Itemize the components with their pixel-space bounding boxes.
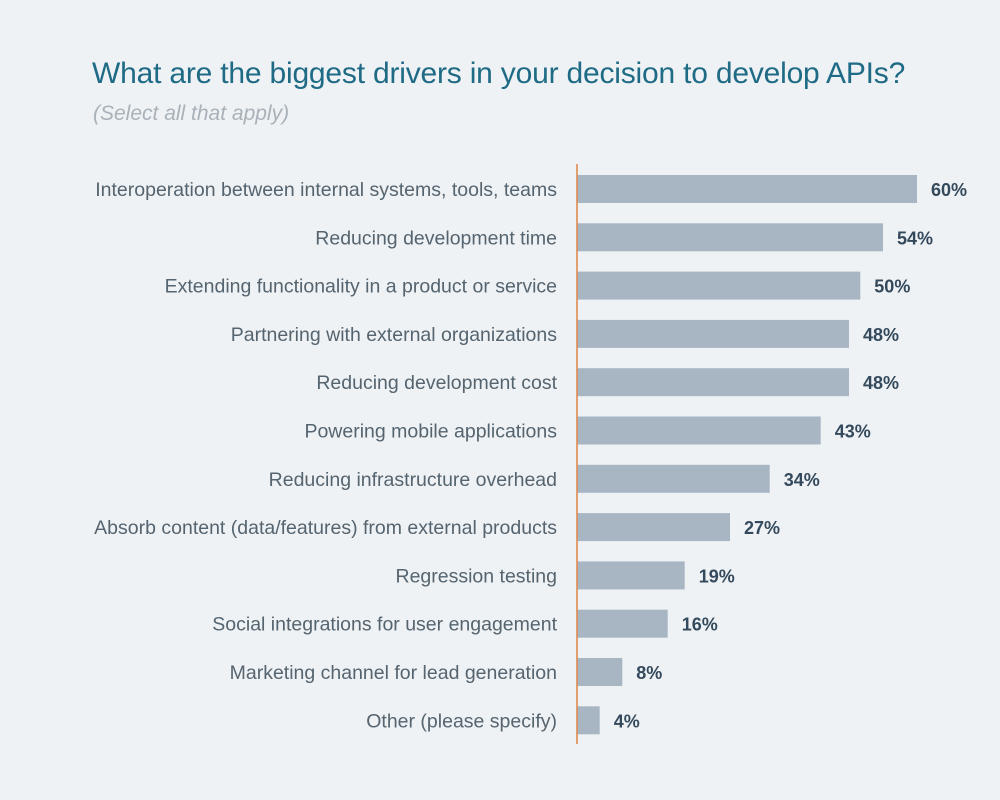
value-label: 43% [835,422,871,442]
value-label: 34% [784,470,820,490]
value-label: 50% [874,277,910,297]
value-label: 27% [744,518,780,538]
category-label: Reducing infrastructure overhead [269,469,557,491]
value-label: 48% [863,373,899,393]
value-label: 54% [897,228,933,248]
value-label: 4% [614,711,640,731]
category-label: Social integrations for user engagement [212,614,557,636]
category-label: Marketing channel for lead generation [230,662,557,684]
bar [577,706,600,735]
category-label: Interoperation between internal systems,… [95,179,557,201]
bar [577,658,623,686]
bar [577,368,849,397]
category-label: Powering mobile applications [304,421,557,443]
value-label: 48% [863,325,899,345]
value-label: 16% [682,615,718,635]
bar [577,561,685,590]
category-label: Reducing development time [315,227,557,249]
category-label: Other (please specify) [366,710,557,732]
bars-layer: Interoperation between internal systems,… [94,175,967,735]
chart-subtitle: (Select all that apply) [93,102,290,125]
category-label: Partnering with external organizations [231,324,558,346]
value-label: 60% [931,180,967,200]
category-label: Reducing development cost [316,372,557,394]
bar [577,223,883,252]
category-label: Absorb content (data/features) from exte… [94,517,557,539]
bar [577,416,821,445]
bar [577,609,668,638]
bar [577,175,917,203]
bar [577,513,730,542]
category-label: Regression testing [395,565,557,587]
chart-title: What are the biggest drivers in your dec… [92,57,906,90]
value-label: 19% [699,566,735,586]
value-label: 8% [636,663,662,683]
bar [577,319,849,348]
bar [577,271,861,300]
bar [577,464,770,493]
category-label: Extending functionality in a product or … [165,276,557,298]
